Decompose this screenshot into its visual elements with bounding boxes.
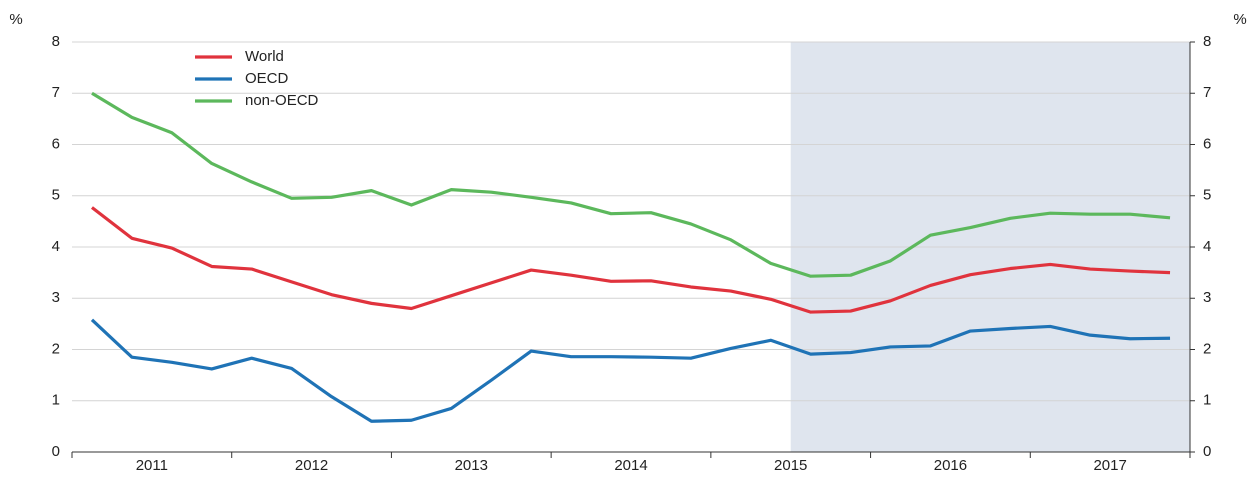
- y-tick-label: 5: [52, 187, 60, 204]
- y-tick-label: 1: [52, 392, 60, 409]
- x-tick-label: 2011: [136, 457, 168, 474]
- x-tick-label: 2016: [934, 457, 967, 474]
- x-tick-label: 2013: [455, 457, 488, 474]
- y2-tick-label: 8: [1203, 33, 1211, 50]
- x-tick-label: 2012: [295, 457, 328, 474]
- x-tick-label: 2017: [1093, 457, 1126, 474]
- y-tick-label: 0: [52, 443, 60, 460]
- y2-tick-label: 0: [1203, 443, 1211, 460]
- series-line: [90, 318, 1171, 423]
- legend-label: World: [245, 48, 284, 65]
- y-tick-label: 6: [52, 135, 60, 152]
- y2-tick-label: 2: [1203, 340, 1211, 357]
- y-tick-label: 4: [52, 238, 60, 255]
- y-tick-label: 2: [52, 340, 60, 357]
- y-tick-label: 3: [52, 289, 60, 306]
- y2-axis-label: %: [1233, 11, 1246, 28]
- y2-tick-label: 6: [1203, 135, 1211, 152]
- y2-tick-label: 3: [1203, 289, 1211, 306]
- y2-tick-label: 5: [1203, 187, 1211, 204]
- y2-tick-label: 4: [1203, 238, 1211, 255]
- x-tick-label: 2014: [614, 457, 647, 474]
- y-tick-label: 7: [52, 84, 60, 101]
- series-line: [91, 91, 1171, 278]
- x-tick-label: 2015: [774, 457, 807, 474]
- y-axis-label: %: [9, 11, 22, 28]
- y2-tick-label: 7: [1203, 84, 1211, 101]
- y-tick-label: 8: [52, 33, 60, 50]
- legend-label: OECD: [245, 70, 289, 87]
- y2-tick-label: 1: [1203, 392, 1211, 409]
- series-line: [90, 206, 1171, 314]
- legend-label: non-OECD: [245, 92, 319, 109]
